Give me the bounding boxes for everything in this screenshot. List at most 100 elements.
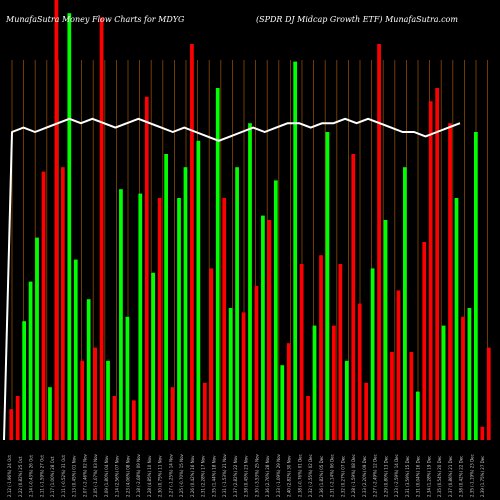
bar xyxy=(248,123,252,440)
bar xyxy=(403,167,407,440)
bar xyxy=(480,426,485,440)
bar xyxy=(319,255,323,440)
bar xyxy=(370,268,375,440)
bar xyxy=(299,264,304,440)
bar xyxy=(390,352,394,440)
bar xyxy=(22,321,26,440)
x-tick-label: 2.37 (2.82%) 22 Nov xyxy=(233,455,238,497)
bar xyxy=(332,325,336,440)
x-tick-label: 2.18 (-2.08%) 09 Nov xyxy=(136,453,141,497)
bar xyxy=(222,198,227,440)
bar xyxy=(383,220,388,440)
x-tick-label: 2.25 (-0.70%) 15 Nov xyxy=(179,453,184,497)
bar xyxy=(486,347,491,440)
x-tick-label: 2.38 (0.45%) 23 Nov xyxy=(244,455,249,497)
bar xyxy=(60,167,65,440)
bar xyxy=(293,61,298,440)
x-tick-label: 2.05 (-1.07%) 03 Nov xyxy=(93,453,98,497)
bar xyxy=(183,167,188,440)
bar xyxy=(15,396,20,440)
bar xyxy=(170,387,175,440)
x-tick-label: 2.09 (1.80%) 04 Nov xyxy=(104,455,109,497)
bar xyxy=(67,13,72,440)
x-tick-label: 2.11 (-1.59%) 27 Oct xyxy=(39,455,44,497)
bar xyxy=(441,325,446,440)
bar xyxy=(409,352,414,440)
bar xyxy=(357,303,362,440)
x-tick-label: 2.37 (0.86%) 21 Dec xyxy=(448,456,453,497)
x-tick-label: 2.35 (1.44%) 18 Nov xyxy=(211,455,216,497)
bar xyxy=(209,268,214,440)
bar xyxy=(235,167,239,440)
bar xyxy=(344,360,349,440)
bar xyxy=(54,0,59,440)
bar xyxy=(35,237,39,440)
bar xyxy=(202,382,207,440)
x-tick-label: 2.35 (-1.19%) 23 Dec xyxy=(470,454,475,497)
x-tick-label: 2.23 (4.06%) 08 Nov xyxy=(125,455,130,497)
bar xyxy=(28,281,33,440)
bar xyxy=(157,198,162,440)
x-tick-label: 2.31 (2.28%) 17 Nov xyxy=(201,455,206,497)
bar xyxy=(131,400,136,440)
bar xyxy=(474,132,478,440)
bar xyxy=(151,272,156,440)
x-tick-label: 2.35 (0.54%) 20 Dec xyxy=(437,456,442,497)
bar xyxy=(190,44,194,440)
x-tick-label: 2.29 (0.80%) 13 Dec xyxy=(383,456,388,497)
bar xyxy=(241,312,246,440)
x-tick-label: 2.32 (0.27%) 07 Dec xyxy=(340,456,345,497)
bar xyxy=(164,154,168,440)
bar xyxy=(422,242,427,440)
bar xyxy=(9,409,14,440)
bars xyxy=(9,0,491,441)
x-tick-labels: 2.12 (-1.96%) 24 Oct 2.22 (0.82%) 25 Oct 2… xyxy=(7,453,485,497)
bar xyxy=(467,308,472,440)
x-tick-label: 2.38 (0.42%) 22 Dec xyxy=(459,456,464,497)
x-tick-label: 2.38 (-0.76%) 01 Dec xyxy=(297,454,302,497)
x-tick-label: 2.31 (3.59%) 15 Dec xyxy=(405,456,410,497)
x-tick-label: 2.40 (2.82%) 30 Nov xyxy=(287,455,292,497)
bar xyxy=(396,290,401,440)
x-tick-label: 2.33 (2.20%) 09 Dec xyxy=(362,456,367,497)
x-tick-label: 2.39 (1.75%) 27 Dec xyxy=(480,456,485,497)
bar xyxy=(112,396,117,440)
x-tick-label: 2.36 (1.82%) 05 Dec xyxy=(319,456,324,497)
x-tick-label: 2.07 (-2.46%) 02 Nov xyxy=(82,453,87,497)
bar xyxy=(106,360,110,440)
x-tick-label: 2.30 (0.75%) 11 Nov xyxy=(158,455,163,497)
x-tick-label: 2.27 (-2.49%) 12 Dec xyxy=(373,454,378,497)
bar xyxy=(364,382,369,440)
bar xyxy=(306,396,310,440)
bar xyxy=(338,264,343,440)
x-tick-label: 2.14 (2.56%) 07 Nov xyxy=(115,455,120,497)
x-tick-label: 2.12 (-1.96%) 24 Oct xyxy=(7,455,12,497)
bar xyxy=(138,193,143,440)
bar xyxy=(280,365,285,440)
bar xyxy=(415,391,420,440)
x-tick-label: 2.31 (-2.14%) 06 Dec xyxy=(330,454,335,497)
bar xyxy=(435,88,440,440)
x-tick-label: 2.22 (0.82%) 25 Oct xyxy=(18,456,23,497)
bar xyxy=(73,259,78,440)
chart-title-left: MunafaSutra Money Flow Charts for MDYG xyxy=(5,15,185,24)
bar xyxy=(428,101,433,440)
bar xyxy=(125,316,130,440)
bar xyxy=(448,123,452,440)
x-tick-label: 2.28 (-1.59%) 08 Dec xyxy=(351,454,356,497)
bar xyxy=(119,189,123,440)
x-tick-label: 2.28 (4.85%) 10 Nov xyxy=(147,455,152,497)
x-tick-label: 2.34 (1.28%) 19 Dec xyxy=(427,456,432,497)
bar xyxy=(93,347,97,440)
bar xyxy=(454,198,459,440)
x-tick-label: 2.32 (-2.55%) 02 Dec xyxy=(308,454,313,497)
x-tick-label: 2.11 (-0.52%) 31 Oct xyxy=(61,455,66,497)
chart-title-right: (SPDR DJ Midcap Growth ETF) MunafaSutra.… xyxy=(256,15,458,24)
bar xyxy=(261,215,265,440)
x-tick-label: 2.27 (-1.25%) 14 Nov xyxy=(168,453,173,497)
bar xyxy=(351,154,356,440)
x-tick-label: 2.31 (-1.53%) 21 Nov xyxy=(222,453,227,497)
bar xyxy=(273,180,278,440)
bar xyxy=(461,316,465,440)
